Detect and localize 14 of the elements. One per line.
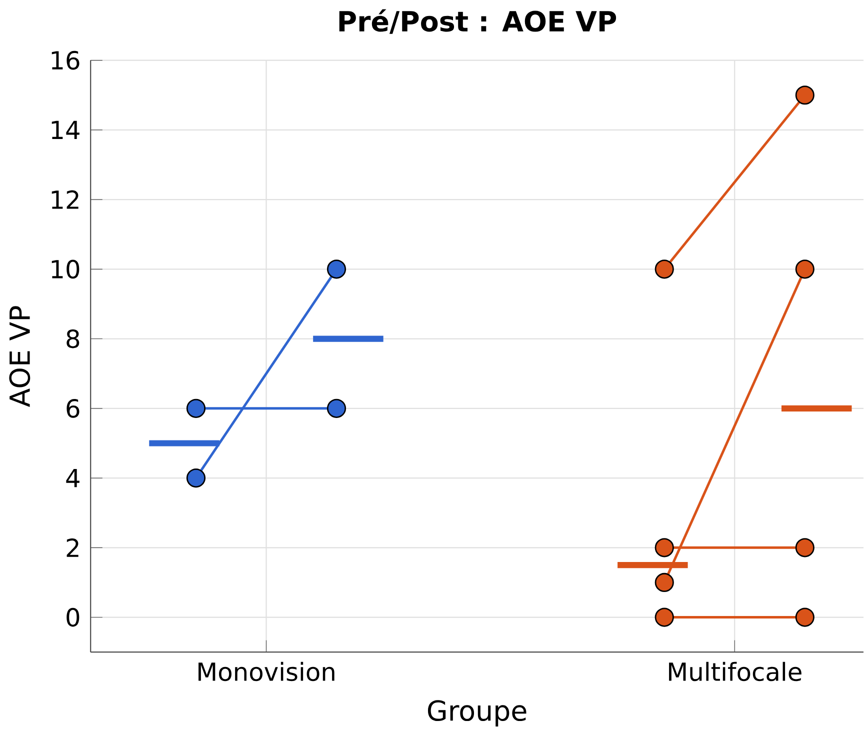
y-tick-label: 6 [66, 399, 80, 418]
y-tick-label: 2 [66, 538, 78, 558]
y-tick-label: 14 [52, 121, 80, 140]
chart-title: Pré/Post : AOE VP [339, 9, 616, 34]
y-tick-label: 8 [66, 330, 80, 348]
y-axis-title: AOE VP [9, 306, 30, 408]
y-tick-label: 12 [52, 190, 78, 209]
y-tick-label: 10 [52, 260, 80, 279]
x-axis-title: Groupe [428, 700, 526, 727]
y-tick-label: 16 [52, 51, 80, 70]
x-tick-label: Monovision [198, 662, 334, 682]
y-tick-label: 4 [66, 469, 80, 488]
x-tick-label: Multifocale [669, 662, 802, 682]
y-tick-label: 0 [66, 608, 80, 627]
